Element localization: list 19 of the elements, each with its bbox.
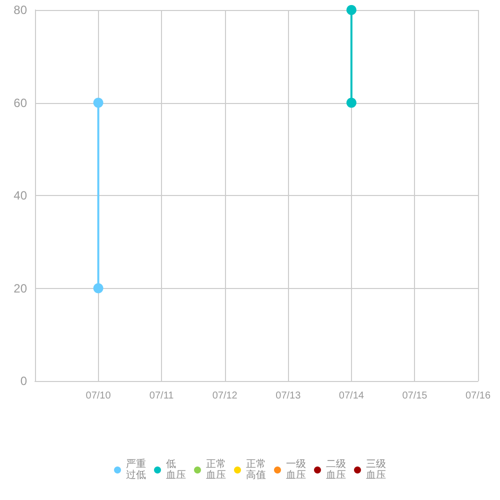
y-tick-label: 0 (20, 374, 28, 388)
x-tick-label: 07/16 (465, 390, 491, 402)
legend-label: 正常高值 (246, 458, 266, 481)
x-tick-label: 07/12 (212, 390, 238, 402)
x-tick-label: 07/11 (149, 390, 174, 402)
x-tick-label: 07/15 (402, 390, 428, 402)
x-tick-label: 07/10 (86, 390, 112, 402)
legend-label: 一级血压 (286, 458, 306, 481)
legend-label: 严重过低 (126, 458, 146, 481)
legend-label: 低血压 (166, 459, 186, 481)
y-tick-label: 20 (14, 281, 28, 296)
legend-label: 三级血压 (366, 458, 386, 481)
legend-label: 正常血压 (206, 458, 226, 481)
y-tick-label: 60 (14, 96, 28, 110)
x-tick-label: 07/13 (276, 390, 302, 402)
y-tick-label: 80 (14, 3, 28, 17)
legend-label: 二级血压 (326, 458, 346, 481)
y-tick-label: 40 (14, 188, 28, 202)
x-tick-label: 07/14 (338, 390, 364, 402)
